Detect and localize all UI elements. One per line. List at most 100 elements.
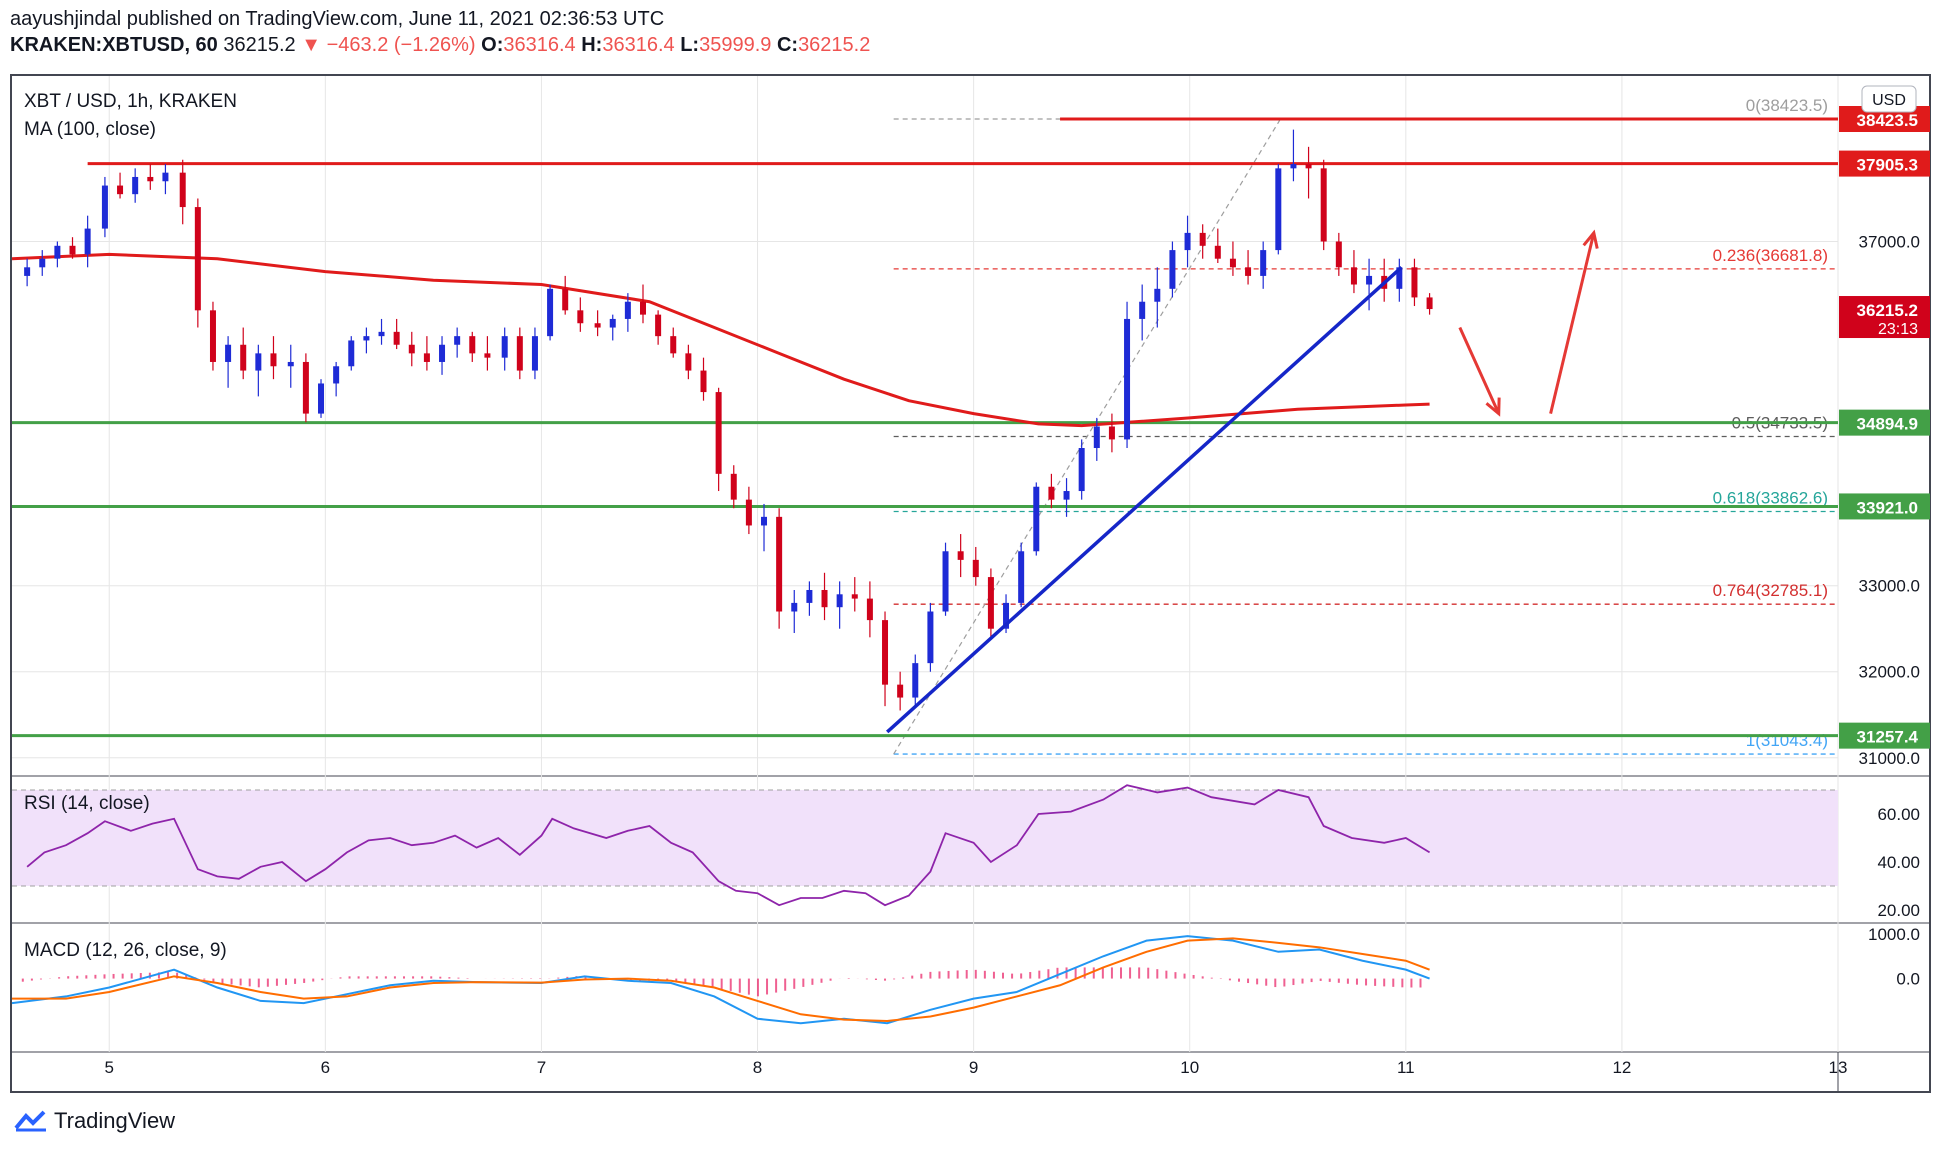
candle-up <box>927 611 934 664</box>
fib-level-label: 0.764(32785.1) <box>1713 581 1828 600</box>
candle-down <box>851 594 858 599</box>
candle-down <box>577 310 584 324</box>
x-tick-label: 8 <box>753 1058 762 1077</box>
macd-signal-line <box>12 937 1430 1022</box>
candle-down <box>1320 168 1327 242</box>
candle-down <box>1199 232 1206 246</box>
fib-level-label: 0.236(36681.8) <box>1713 246 1828 265</box>
fib-level-label: 0.618(33862.6) <box>1713 488 1828 507</box>
candle-down <box>670 336 677 354</box>
candle-down <box>1245 267 1252 276</box>
high-value: 36316.4 <box>602 34 675 56</box>
chart-frame <box>10 74 1931 1093</box>
candle-up <box>287 361 294 367</box>
candle-down <box>1350 267 1357 285</box>
y-tick-label: 33000.0 <box>1859 577 1920 596</box>
candle-down <box>594 323 601 328</box>
candle-down <box>209 310 216 362</box>
countdown-label: 23:13 <box>1878 321 1918 338</box>
macd-legend: MACD (12, 26, close, 9) <box>24 940 227 961</box>
high-label: H: <box>581 34 603 56</box>
rsi-tick-label: 60.00 <box>1877 805 1920 824</box>
projection-arrow-line <box>1549 232 1596 414</box>
candle-down <box>882 620 889 685</box>
candle-up <box>333 366 340 384</box>
candle-up <box>1124 318 1131 440</box>
candle-up <box>1003 602 1010 629</box>
candle-down <box>117 185 124 195</box>
x-tick-label: 9 <box>969 1058 978 1077</box>
chart-header: aayushjindal published on TradingView.co… <box>10 6 870 58</box>
candle-up <box>132 176 139 195</box>
candle-up <box>439 344 446 362</box>
fib-diagonal <box>893 118 1281 755</box>
last-price: 36215.2 <box>223 34 296 56</box>
candle-down <box>972 559 979 578</box>
candle-up <box>1260 250 1267 276</box>
candle-up <box>1139 301 1146 319</box>
x-tick-label: 7 <box>537 1058 546 1077</box>
candle-down <box>957 551 964 560</box>
candle-up <box>501 336 508 358</box>
candle-down <box>1411 267 1418 298</box>
close-label: C: <box>776 34 799 56</box>
candle-down <box>685 353 692 371</box>
macd-tick-label: 1000.0 <box>1868 925 1920 944</box>
tradingview-logo-icon <box>14 1110 46 1132</box>
ma100-line <box>11 252 1430 428</box>
candle-up <box>912 663 919 698</box>
candle-down <box>639 301 646 315</box>
candle-down <box>423 353 430 362</box>
candle-up <box>39 258 46 268</box>
price-label: 38423.5 <box>1857 111 1918 130</box>
candle-down <box>302 361 309 414</box>
price-label: 33921.0 <box>1857 498 1918 517</box>
arrow-down-icon <box>1485 397 1501 417</box>
currency-badge <box>1861 85 1917 113</box>
rsi-line <box>26 784 1431 907</box>
candle-down <box>484 353 491 358</box>
change-value: −463.2 (−1.26%) <box>326 34 476 56</box>
candle-down <box>1229 258 1236 268</box>
currency-label: USD <box>1872 92 1906 109</box>
candle-up <box>54 245 61 259</box>
change-down-icon: ▼ <box>301 34 322 56</box>
candle-down <box>270 353 277 367</box>
candle-up <box>24 267 31 276</box>
close-value: 36215.2 <box>798 34 871 56</box>
low-label: L: <box>680 34 700 56</box>
candle-up <box>1184 232 1191 251</box>
candle-down <box>179 172 186 208</box>
candle-down <box>1305 164 1312 169</box>
x-tick-label: 11 <box>1397 1058 1415 1077</box>
price-label: 34894.9 <box>1857 415 1918 434</box>
candle-up <box>318 383 325 414</box>
candle-up <box>806 589 813 603</box>
candle-up <box>101 185 108 229</box>
candle-up <box>1063 491 1070 500</box>
candle-down <box>745 499 752 526</box>
y-tick-label: 31000.0 <box>1859 749 1920 768</box>
candle-up <box>1093 426 1100 449</box>
open-label: O: <box>481 34 504 56</box>
candle-up <box>609 318 616 328</box>
price-label: 36215.2 <box>1857 301 1918 320</box>
x-tick-label: 5 <box>105 1058 114 1077</box>
candle-down <box>69 245 76 255</box>
candle-up <box>1396 267 1403 289</box>
candle-up <box>624 301 631 319</box>
candle-down <box>897 684 904 698</box>
candle-down <box>730 473 737 500</box>
candle-up <box>1290 164 1297 169</box>
candle-down <box>147 176 154 182</box>
candle-up <box>378 331 385 337</box>
candle-down <box>1048 486 1055 500</box>
candle-down <box>866 598 873 621</box>
candle-up <box>531 336 538 371</box>
y-tick-label: 32000.0 <box>1859 663 1920 682</box>
ma-legend: MA (100, close) <box>24 119 156 140</box>
candle-down <box>655 314 662 337</box>
candle-down <box>194 207 201 311</box>
price-label-bg <box>1839 493 1930 520</box>
